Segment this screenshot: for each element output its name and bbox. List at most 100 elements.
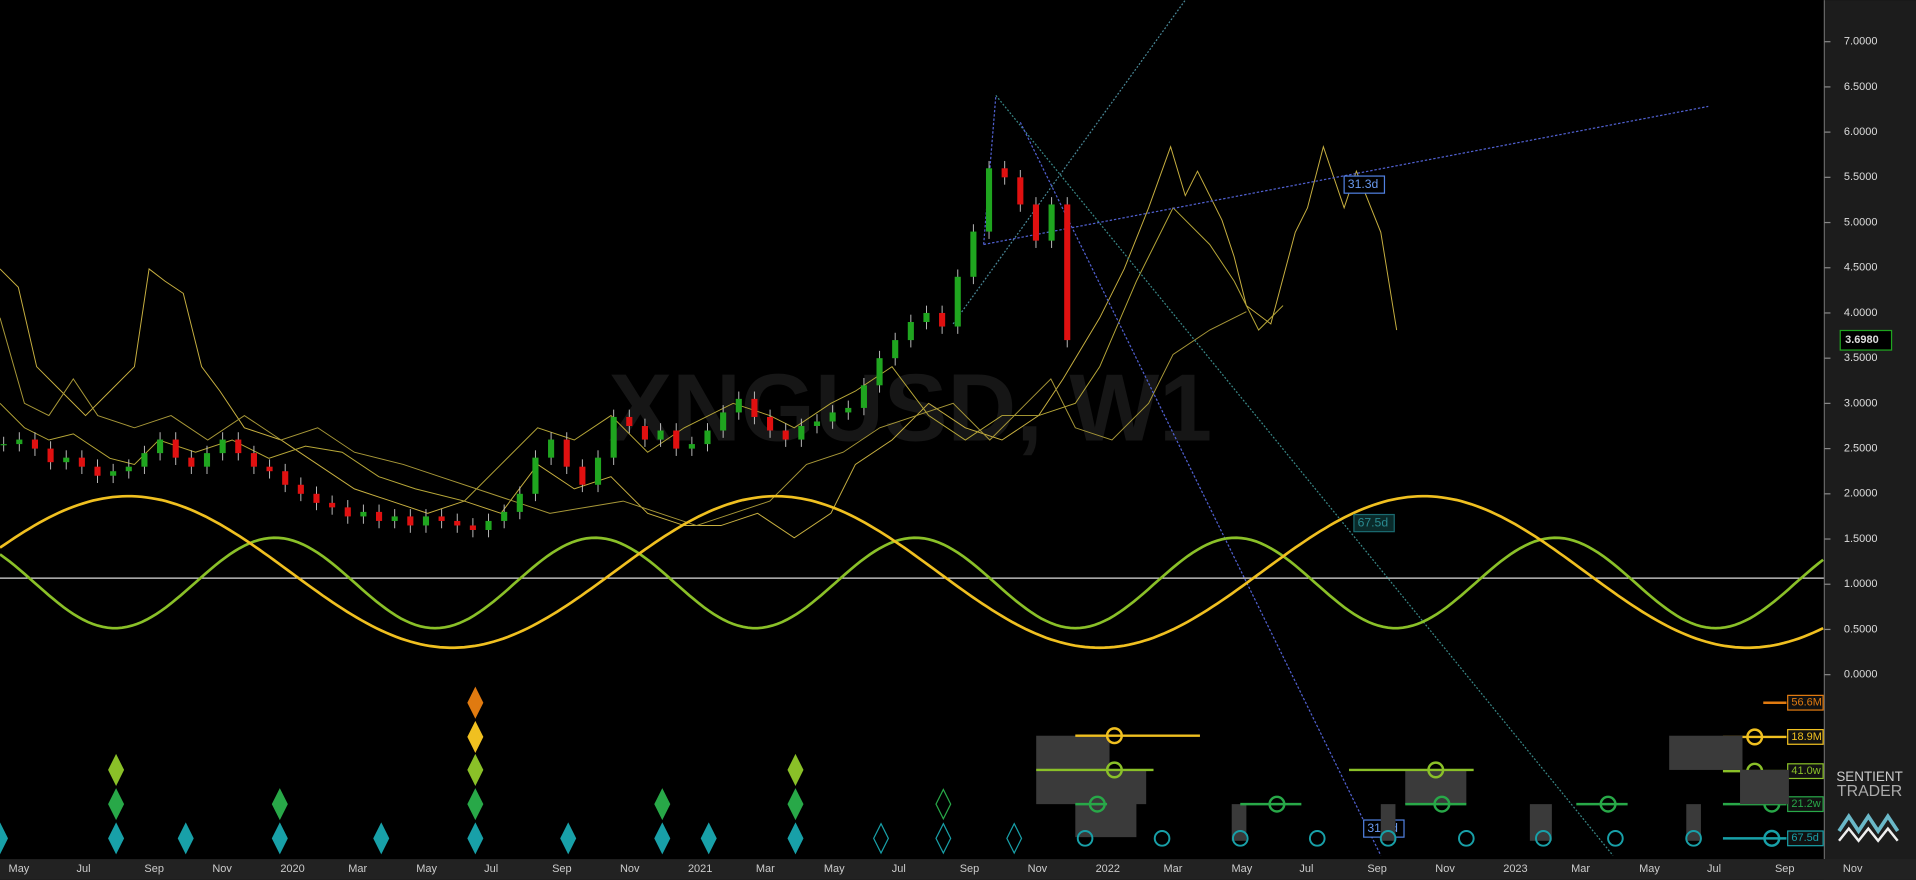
cycle-box xyxy=(1787,830,1824,847)
candle-body xyxy=(970,231,977,277)
phase-diamond xyxy=(467,788,484,821)
candle-body xyxy=(172,439,179,458)
y-tick-label: 7.0000 xyxy=(1844,36,1878,48)
candle-body xyxy=(31,439,39,449)
projection-zone xyxy=(1380,804,1396,841)
candle-body xyxy=(110,471,117,476)
y-tick-label: 5.0000 xyxy=(1844,216,1878,228)
oscillator-line xyxy=(0,311,1247,527)
x-tick-label: Mar xyxy=(348,863,367,875)
x-tick-label: Sep xyxy=(144,863,164,875)
candle-body xyxy=(516,493,523,512)
candle-body xyxy=(954,276,961,327)
candle-body xyxy=(157,439,164,454)
phase-diamond xyxy=(467,822,484,855)
candle-body xyxy=(235,439,242,454)
watermark: XNGUSD, W1 xyxy=(609,356,1213,462)
candle-body xyxy=(1032,204,1040,241)
annotation-box xyxy=(1343,175,1386,194)
projection-marker xyxy=(1268,795,1286,813)
oscillator-line xyxy=(0,207,1284,502)
candle-body xyxy=(485,520,492,530)
projection-zone xyxy=(1529,804,1552,841)
candle-body xyxy=(767,416,774,431)
x-tick-label: Sep xyxy=(1367,863,1387,875)
x-tick-label: May xyxy=(416,863,437,875)
x-tick-label: Jul xyxy=(76,863,90,875)
cycle-marker xyxy=(1763,829,1781,847)
phase-diamond xyxy=(935,788,952,821)
projection-marker xyxy=(1599,795,1617,813)
phase-diamond xyxy=(654,788,671,821)
cycle-box xyxy=(1787,728,1824,745)
x-tick-label: Nov xyxy=(212,863,232,875)
phase-diamond xyxy=(1006,822,1023,855)
candle-body xyxy=(548,439,555,458)
candle-body xyxy=(501,511,508,521)
candle-body xyxy=(141,453,148,467)
projection-marker xyxy=(1433,795,1451,813)
logo-text: TRADER xyxy=(1837,783,1902,800)
x-tick-label: Sep xyxy=(960,863,980,875)
cycle-box xyxy=(1787,694,1824,711)
y-tick-label: 6.0000 xyxy=(1844,126,1878,138)
projection-marker xyxy=(1607,830,1624,847)
cycle-wave xyxy=(0,494,1824,650)
phase-diamond xyxy=(108,753,125,786)
candle-body xyxy=(63,457,70,463)
projection-marker xyxy=(1427,761,1445,779)
y-tick-label: 2.5000 xyxy=(1844,443,1878,455)
candle-body xyxy=(188,457,195,467)
logo-text: SENTIENT xyxy=(1836,769,1902,784)
candle-body xyxy=(282,471,289,485)
candle-body xyxy=(125,466,132,472)
oscillator-line xyxy=(0,145,1398,539)
candle-body xyxy=(782,430,789,440)
candle-body xyxy=(78,457,85,467)
y-tick-label: 2.0000 xyxy=(1844,488,1878,500)
candle-body xyxy=(735,398,742,413)
projection-marker xyxy=(1088,795,1106,813)
candle-body xyxy=(985,168,993,232)
phase-diamond xyxy=(787,822,804,855)
candle-body xyxy=(469,525,476,530)
candle-body xyxy=(579,466,586,485)
phase-diamond xyxy=(467,720,484,753)
cycle-label: 18.9M xyxy=(1791,731,1822,743)
x-tick-label: Mar xyxy=(1164,863,1183,875)
candle-body xyxy=(0,444,7,446)
candle-body xyxy=(329,502,336,508)
candle-body xyxy=(203,453,211,467)
candle-body xyxy=(657,430,664,440)
candle-body xyxy=(266,466,273,472)
x-tick-label: Nov xyxy=(620,863,640,875)
phase-diamond xyxy=(271,788,288,821)
y-tick-label: 1.0000 xyxy=(1844,578,1878,590)
annotation-box xyxy=(1353,513,1395,533)
y-tick-label: 0.5000 xyxy=(1844,623,1878,635)
projection-zone xyxy=(1740,769,1789,805)
projection-marker xyxy=(1685,830,1702,847)
y-axis-panel xyxy=(1824,0,1916,880)
y-tick-label: 3.0000 xyxy=(1844,397,1878,409)
candle-body xyxy=(313,493,320,503)
projection-marker xyxy=(1458,830,1475,847)
x-tick-label: Jul xyxy=(1707,863,1721,875)
y-tick-label: 3.5000 xyxy=(1844,352,1878,364)
phase-diamond xyxy=(700,822,717,855)
phase-diamond xyxy=(654,822,671,855)
x-tick-label: 2023 xyxy=(1503,863,1527,875)
projection-marker xyxy=(1076,830,1094,847)
projection-zone xyxy=(1669,735,1743,770)
logo-mark xyxy=(1838,826,1899,843)
candle-body xyxy=(1017,177,1024,205)
candle-body xyxy=(1048,204,1055,241)
projection-marker xyxy=(1308,830,1326,847)
candle-body xyxy=(845,407,852,413)
phase-diamond xyxy=(177,822,194,855)
candle-body xyxy=(1001,168,1008,178)
candle-body xyxy=(391,516,398,521)
phase-diamond xyxy=(787,788,804,821)
